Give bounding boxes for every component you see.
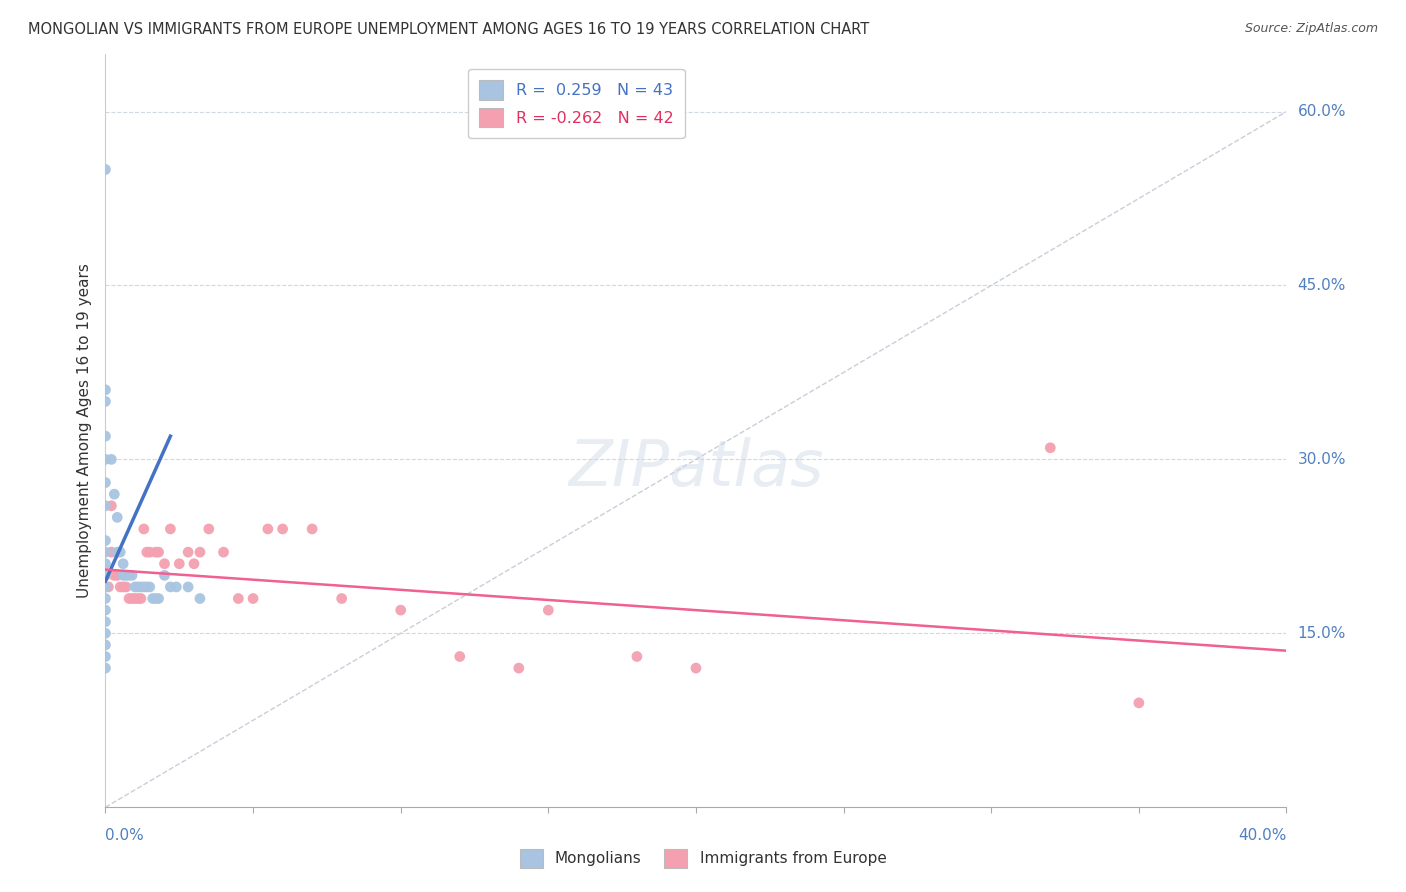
Point [153, 557, 176, 571]
Point [226, 591, 250, 606]
Point [132, 522, 155, 536]
Point [389, 603, 412, 617]
Point [132, 580, 155, 594]
Point [242, 591, 264, 606]
Point [135, 545, 157, 559]
Point [121, 591, 143, 606]
Point [94, 557, 117, 571]
Point [183, 557, 205, 571]
Point [212, 545, 235, 559]
Point [100, 452, 122, 467]
Point [685, 661, 707, 675]
Point [449, 649, 471, 664]
Point [94, 591, 117, 606]
Point [129, 580, 152, 594]
Point [127, 580, 149, 594]
Point [142, 591, 165, 606]
Point [148, 545, 170, 559]
Point [94, 394, 117, 409]
Text: 45.0%: 45.0% [1298, 278, 1346, 293]
Point [165, 580, 187, 594]
Point [537, 603, 560, 617]
Point [94, 661, 117, 675]
Text: Source: ZipAtlas.com: Source: ZipAtlas.com [1244, 22, 1378, 36]
Point [197, 522, 219, 536]
Point [112, 580, 135, 594]
Point [177, 580, 200, 594]
Point [103, 568, 125, 582]
Point [94, 649, 117, 664]
Point [256, 522, 278, 536]
Legend: R =  0.259   N = 43, R = -0.262   N = 42: R = 0.259 N = 43, R = -0.262 N = 42 [468, 69, 685, 138]
Point [127, 591, 149, 606]
Point [271, 522, 294, 536]
Point [115, 580, 138, 594]
Point [169, 557, 191, 571]
Point [115, 568, 138, 582]
Point [94, 580, 117, 594]
Point [112, 568, 135, 582]
Point [94, 568, 117, 582]
Text: 15.0%: 15.0% [1298, 626, 1346, 640]
Text: 30.0%: 30.0% [1298, 452, 1346, 467]
Point [100, 499, 122, 513]
Point [94, 452, 117, 467]
Text: MONGOLIAN VS IMMIGRANTS FROM EUROPE UNEMPLOYMENT AMONG AGES 16 TO 19 YEARS CORRE: MONGOLIAN VS IMMIGRANTS FROM EUROPE UNEM… [28, 22, 869, 37]
Text: 60.0%: 60.0% [1298, 104, 1346, 119]
Point [94, 580, 117, 594]
Point [112, 557, 135, 571]
Point [105, 510, 128, 524]
Point [94, 499, 117, 513]
Text: 40.0%: 40.0% [1239, 829, 1286, 843]
Point [94, 615, 117, 629]
Point [94, 162, 117, 177]
Text: ZIPatlas: ZIPatlas [568, 437, 824, 500]
Point [188, 545, 211, 559]
Y-axis label: Unemployment Among Ages 16 to 19 years: Unemployment Among Ages 16 to 19 years [76, 263, 91, 598]
Point [94, 626, 117, 640]
Point [100, 545, 122, 559]
Point [148, 591, 170, 606]
Point [118, 568, 141, 582]
Point [94, 383, 117, 397]
Point [153, 568, 176, 582]
Point [508, 661, 530, 675]
Point [145, 545, 167, 559]
Point [124, 591, 146, 606]
Point [1039, 441, 1062, 455]
Point [103, 487, 125, 501]
Point [159, 580, 181, 594]
Point [188, 591, 211, 606]
Point [626, 649, 648, 664]
Point [105, 568, 128, 582]
Point [118, 591, 141, 606]
Point [138, 580, 160, 594]
Point [301, 522, 323, 536]
Point [145, 591, 167, 606]
Point [110, 545, 132, 559]
Point [94, 638, 117, 652]
Point [124, 580, 146, 594]
Point [121, 568, 143, 582]
Point [94, 545, 117, 559]
Point [97, 580, 120, 594]
Point [94, 429, 117, 443]
Point [159, 522, 181, 536]
Text: 0.0%: 0.0% [105, 829, 145, 843]
Point [1128, 696, 1150, 710]
Point [135, 580, 157, 594]
Point [94, 603, 117, 617]
Point [138, 545, 160, 559]
Point [94, 568, 117, 582]
Point [110, 580, 132, 594]
Point [105, 545, 128, 559]
Point [177, 545, 200, 559]
Point [94, 475, 117, 490]
Point [330, 591, 353, 606]
Point [94, 533, 117, 548]
Legend: Mongolians, Immigrants from Europe: Mongolians, Immigrants from Europe [513, 843, 893, 873]
Point [129, 591, 152, 606]
